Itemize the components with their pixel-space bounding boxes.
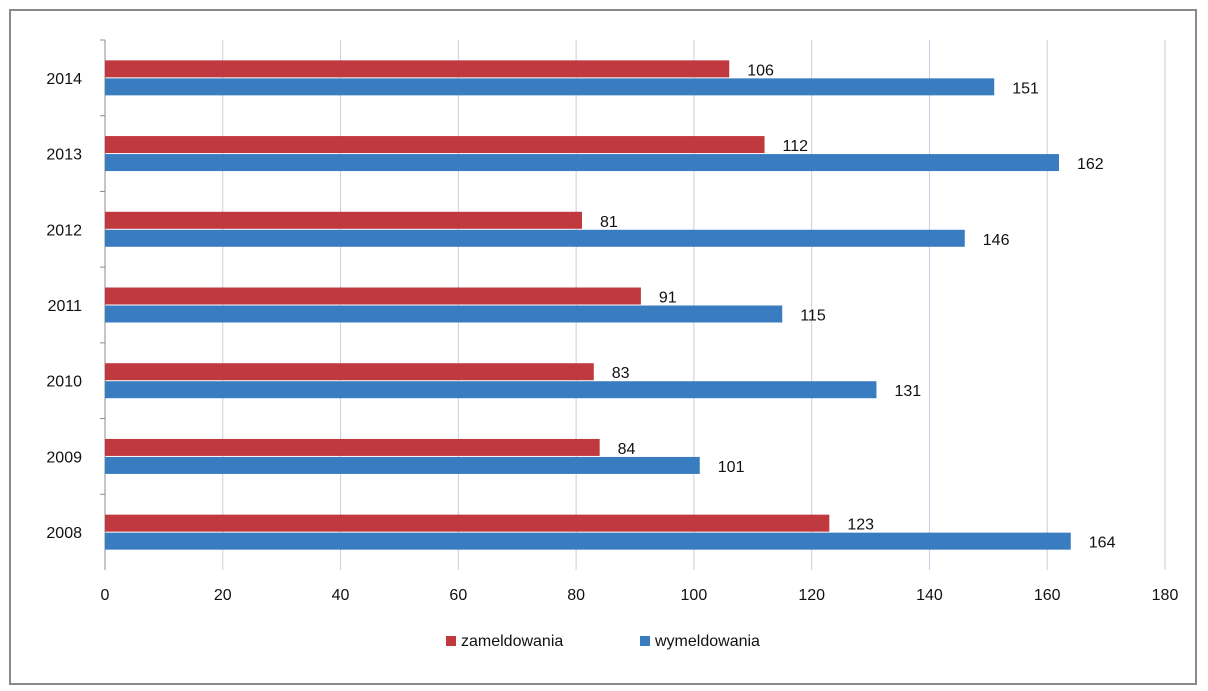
data-label-wymeldowania-2013: 162 bbox=[1077, 156, 1104, 173]
x-tick-label: 180 bbox=[1152, 587, 1179, 604]
legend-swatch-zameldowania bbox=[446, 636, 456, 646]
bar-zameldowania-2013 bbox=[105, 136, 765, 154]
y-tick-label: 2014 bbox=[46, 71, 82, 88]
y-tick-label: 2012 bbox=[46, 222, 82, 239]
bar-zameldowania-2014 bbox=[105, 60, 730, 78]
bar-zameldowania-2012 bbox=[105, 211, 582, 229]
x-tick-label: 140 bbox=[916, 587, 943, 604]
legend-label-zameldowania: zameldowania bbox=[461, 633, 563, 650]
data-label-wymeldowania-2014: 151 bbox=[1012, 80, 1039, 97]
legend-label-wymeldowania: wymeldowania bbox=[654, 633, 760, 650]
bar-wymeldowania-2012 bbox=[105, 229, 965, 247]
chart-frame bbox=[9, 9, 1197, 685]
data-label-zameldowania-2013: 112 bbox=[783, 138, 809, 155]
y-tick-label: 2009 bbox=[46, 449, 82, 466]
bar-zameldowania-2010 bbox=[105, 363, 594, 381]
y-tick-label: 2011 bbox=[48, 298, 83, 315]
bar-wymeldowania-2011 bbox=[105, 305, 783, 323]
x-tick-label: 40 bbox=[332, 587, 350, 604]
data-label-wymeldowania-2010: 131 bbox=[894, 383, 921, 400]
bar-wymeldowania-2010 bbox=[105, 381, 877, 399]
data-label-wymeldowania-2009: 101 bbox=[718, 459, 745, 476]
bar-wymeldowania-2013 bbox=[105, 154, 1059, 172]
data-label-zameldowania-2010: 83 bbox=[612, 365, 630, 382]
data-label-zameldowania-2011: 91 bbox=[659, 290, 677, 307]
y-tick-label: 2008 bbox=[46, 525, 82, 542]
x-tick-label: 60 bbox=[449, 587, 467, 604]
bar-wymeldowania-2014 bbox=[105, 78, 995, 96]
x-tick-label: 20 bbox=[214, 587, 232, 604]
data-label-zameldowania-2008: 123 bbox=[847, 517, 874, 534]
data-label-zameldowania-2014: 106 bbox=[747, 62, 774, 79]
x-tick-label: 0 bbox=[101, 587, 110, 604]
data-label-wymeldowania-2012: 146 bbox=[983, 232, 1010, 249]
x-tick-label: 100 bbox=[681, 587, 708, 604]
data-label-zameldowania-2012: 81 bbox=[600, 214, 618, 231]
bar-zameldowania-2008 bbox=[105, 514, 830, 532]
y-tick-label: 2013 bbox=[46, 147, 82, 164]
legend-swatch-wymeldowania bbox=[640, 636, 650, 646]
bar-zameldowania-2011 bbox=[105, 287, 641, 305]
bar-zameldowania-2009 bbox=[105, 438, 600, 456]
x-tick-label: 160 bbox=[1034, 587, 1061, 604]
data-label-wymeldowania-2011: 115 bbox=[800, 308, 826, 325]
bar-wymeldowania-2009 bbox=[105, 456, 700, 474]
x-tick-label: 120 bbox=[798, 587, 825, 604]
bar-wymeldowania-2008 bbox=[105, 532, 1071, 550]
data-label-zameldowania-2009: 84 bbox=[618, 441, 636, 458]
y-tick-label: 2010 bbox=[46, 374, 82, 391]
data-label-wymeldowania-2008: 164 bbox=[1089, 535, 1116, 552]
x-tick-label: 80 bbox=[567, 587, 585, 604]
